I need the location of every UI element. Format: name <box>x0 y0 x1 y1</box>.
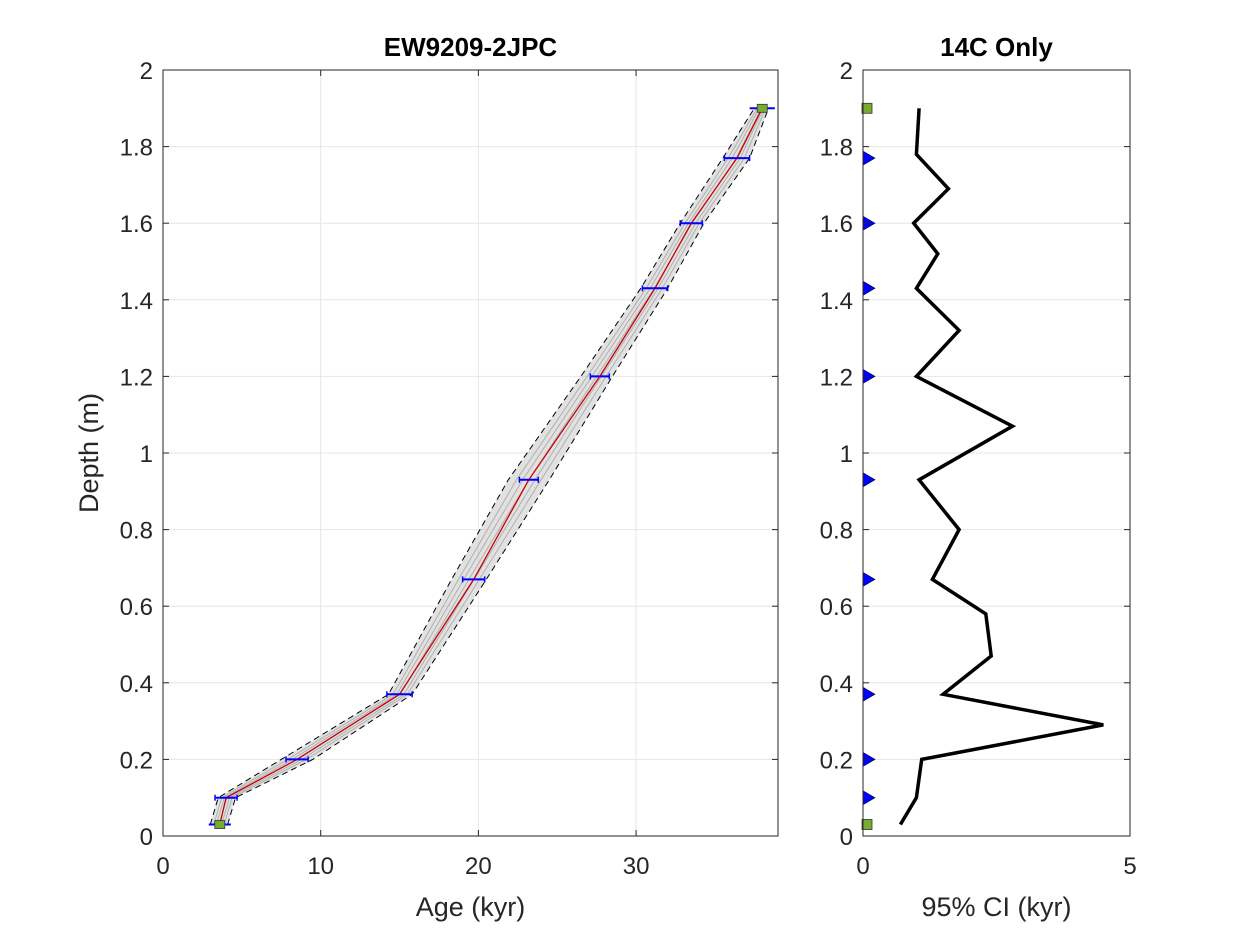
y-tick-label: 0.4 <box>820 671 853 698</box>
date-triangle-marker <box>862 571 876 587</box>
y-tick-label: 1.4 <box>820 288 853 315</box>
ci-width-line <box>898 108 1104 826</box>
x-tick-label: 0 <box>856 853 869 880</box>
tie-point-marker <box>214 820 226 829</box>
y-tick-label: 0.8 <box>120 518 153 545</box>
y-tick-label: 1 <box>840 441 853 468</box>
y-tick-label: 0.2 <box>120 747 153 774</box>
x-tick-label: 20 <box>465 853 492 880</box>
age-depth-panel: 0 10 20 30 0 0.2 0.4 0.6 0.8 1 1.2 1.4 1.6 1.8 2 EW920… <box>74 32 779 922</box>
x-tick-label: 0 <box>156 853 169 880</box>
ci-axis-label: 95% CI (kyr) <box>921 892 1071 922</box>
y-tick-label: 1.8 <box>120 135 153 162</box>
y-tick-label: 0 <box>840 824 853 851</box>
y-tick-label: 0 <box>140 824 153 851</box>
x-tick-label: 10 <box>307 853 334 880</box>
ci-markers <box>861 102 876 830</box>
y-tick-label: 1.2 <box>820 364 853 391</box>
y-tick-label: 0.6 <box>820 594 853 621</box>
median-age-line <box>219 108 763 825</box>
date-triangle-marker <box>862 472 876 488</box>
y-tick-label: 0.6 <box>120 594 153 621</box>
y-tick-label: 1.6 <box>820 211 853 238</box>
axes-box <box>162 69 779 837</box>
tie-square-marker <box>861 102 873 114</box>
y-tick-label: 1.2 <box>120 364 153 391</box>
interval-upper-line <box>227 108 769 825</box>
y-tick-label: 2 <box>840 58 853 85</box>
ci-title: 14C Only <box>940 32 1053 62</box>
age-depth-markers <box>208 103 775 829</box>
x-tick-label: 30 <box>623 853 650 880</box>
age-depth-title: EW9209-2JPC <box>384 32 558 62</box>
y-tick-label: 1.4 <box>120 288 153 315</box>
ensemble-line <box>221 108 765 825</box>
ensemble-line <box>213 108 758 825</box>
date-triangle-marker <box>862 280 876 296</box>
y-tick-label: 0.8 <box>820 518 853 545</box>
x-tick-label: 5 <box>1123 853 1136 880</box>
age-depth-grid <box>163 70 778 836</box>
y-tick-label: 1 <box>140 441 153 468</box>
ensemble-line <box>218 108 762 825</box>
y-tick-label: 0.2 <box>820 747 853 774</box>
y-tick-label: 1.6 <box>120 211 153 238</box>
ensemble-line <box>215 108 760 825</box>
age-axis-label: Age (kyr) <box>416 892 526 922</box>
y-tick-label: 0.4 <box>120 671 153 698</box>
axes-box <box>862 69 1131 837</box>
age-depth-series <box>209 108 769 825</box>
depth-axis-label: Depth (m) <box>74 393 104 513</box>
ensemble-band <box>210 108 769 825</box>
date-triangle-marker <box>862 150 876 166</box>
y-tick-label: 1.8 <box>820 135 853 162</box>
ci-axes: 0 5 0 0.2 0.4 0.6 0.8 1 1.2 1.4 1.6 1.8 2 <box>820 58 1137 880</box>
tie-point-marker <box>756 103 768 113</box>
tie-square-marker <box>861 819 873 830</box>
age-depth-axes: 0 10 20 30 0 0.2 0.4 0.6 0.8 1 1.2 1.4 1.6 1.8 2 <box>120 58 779 880</box>
ci-panel: 0 5 0 0.2 0.4 0.6 0.8 1 1.2 1.4 1.6 1.8 2 14C Only 9… <box>820 32 1137 922</box>
date-triangle-marker <box>862 686 876 702</box>
ci-series <box>898 108 1104 826</box>
interval-lower-line <box>209 108 755 825</box>
date-triangle-marker <box>862 790 876 806</box>
ensemble-line <box>223 108 767 825</box>
y-tick-label: 2 <box>140 58 153 85</box>
